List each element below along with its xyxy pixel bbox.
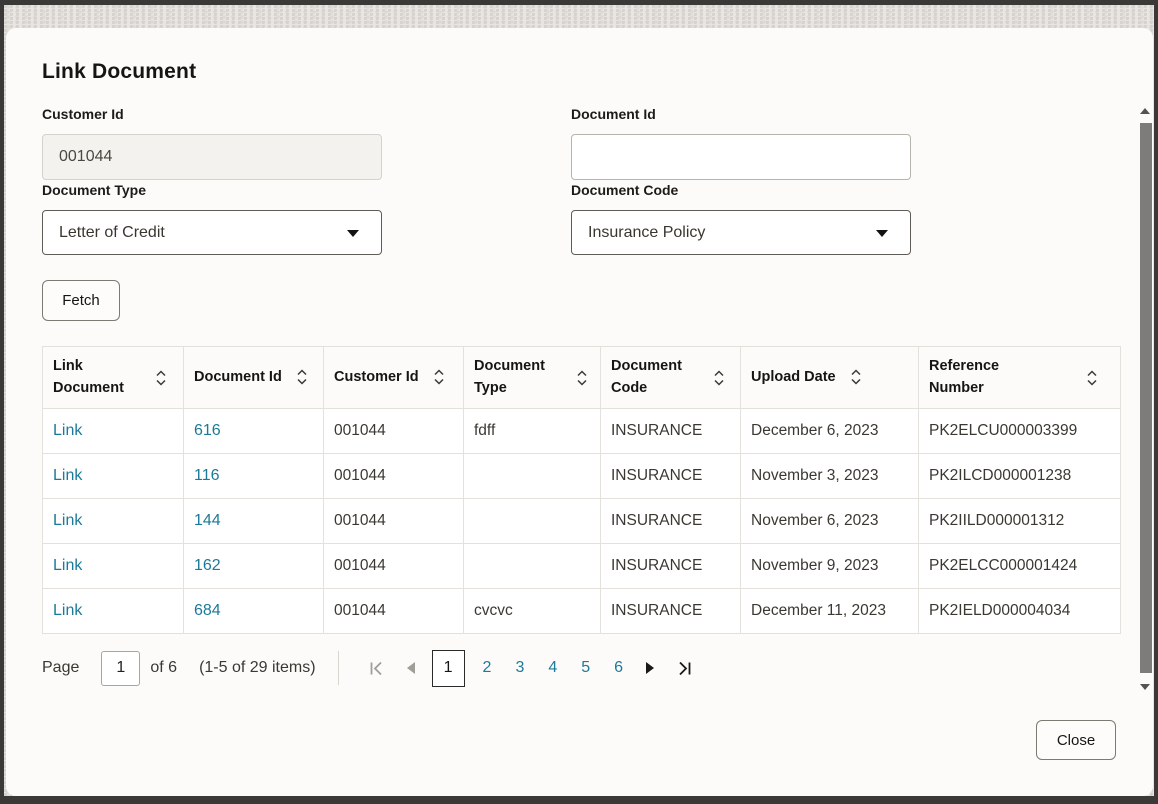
scrollbar-up-icon[interactable] (1140, 108, 1150, 114)
header-customer-id[interactable]: Customer Id (323, 346, 464, 409)
cell-document-code: INSURANCE (600, 543, 741, 589)
pagination-divider (337, 651, 339, 685)
cell-customer-id: 001044 (323, 453, 464, 499)
document-id-field: Document Id (571, 106, 911, 180)
cell-upload-date: December 6, 2023 (740, 408, 919, 454)
page-link-4[interactable]: 4 (548, 659, 558, 676)
customer-id-label: Customer Id (42, 106, 124, 122)
items-range-summary: (1-5 of 29 items) (199, 659, 316, 676)
document-id-link[interactable]: 144 (194, 512, 221, 529)
document-id-link[interactable]: 116 (194, 467, 220, 484)
link-document-link[interactable]: Link (53, 467, 83, 484)
chevron-down-icon (347, 230, 359, 237)
document-code-label: Document Code (571, 182, 679, 198)
document-type-field: Document Type Letter of Credit (42, 182, 382, 255)
table-row: Link 144 001044 INSURANCE November 6, 20… (42, 498, 1121, 544)
table-row: Link 684 001044 cvcvc INSURANCE December… (42, 588, 1121, 634)
link-document-link[interactable]: Link (53, 422, 83, 439)
cell-customer-id: 001044 (323, 588, 464, 634)
document-id-link[interactable]: 162 (194, 557, 221, 574)
cell-document-type (463, 498, 601, 544)
cell-reference-number: PK2ELCC000001424 (918, 543, 1121, 589)
document-type-label: Document Type (42, 182, 146, 198)
cell-reference-number: PK2IELD000004034 (918, 588, 1121, 634)
document-id-link[interactable]: 616 (194, 422, 221, 439)
document-type-selected-value: Letter of Credit (59, 223, 165, 241)
page-link-5[interactable]: 5 (581, 659, 591, 676)
header-upload-date[interactable]: Upload Date (740, 346, 919, 409)
last-page-icon[interactable] (676, 660, 693, 677)
sort-icon (1086, 369, 1098, 387)
cell-upload-date: November 9, 2023 (740, 543, 919, 589)
document-code-select[interactable]: Insurance Policy (571, 210, 911, 255)
document-code-field: Document Code Insurance Policy (571, 182, 911, 255)
header-document-type[interactable]: Document Type (463, 346, 601, 409)
header-document-id[interactable]: Document Id (183, 346, 324, 409)
cell-reference-number: PK2IILD000001312 (918, 498, 1121, 544)
document-id-input[interactable] (571, 134, 911, 180)
cell-document-type: cvcvc (463, 588, 601, 634)
link-document-link[interactable]: Link (53, 602, 83, 619)
pagination-bar: Page of 6 (1-5 of 29 items) 1 2 3 4 5 6 (42, 646, 704, 690)
header-reference-number[interactable]: Reference Number (918, 346, 1121, 409)
cell-customer-id: 001044 (323, 543, 464, 589)
cell-reference-number: PK2ILCD000001238 (918, 453, 1121, 499)
document-id-label: Document Id (571, 106, 656, 122)
sort-icon (155, 369, 167, 387)
link-document-link[interactable]: Link (53, 557, 83, 574)
table-row: Link 116 001044 INSURANCE November 3, 20… (42, 453, 1121, 499)
cell-document-code: INSURANCE (600, 498, 741, 544)
previous-page-icon[interactable] (406, 662, 415, 674)
sort-icon (576, 369, 588, 387)
header-document-code[interactable]: Document Code (600, 346, 741, 409)
customer-id-input[interactable] (42, 134, 382, 180)
cell-document-code: INSURANCE (600, 588, 741, 634)
table-header-row: Link Document Document Id Customer Id Do… (42, 346, 1121, 409)
customer-id-field: Customer Id (42, 106, 382, 180)
cell-upload-date: November 6, 2023 (740, 498, 919, 544)
table-row: Link 616 001044 fdff INSURANCE December … (42, 408, 1121, 454)
cell-customer-id: 001044 (323, 498, 464, 544)
header-link-document[interactable]: Link Document (42, 346, 184, 409)
page-title: Link Document (42, 60, 197, 83)
fetch-button[interactable]: Fetch (42, 280, 120, 321)
document-code-selected-value: Insurance Policy (588, 223, 706, 241)
scrollbar-thumb[interactable] (1140, 123, 1152, 673)
first-page-icon[interactable] (368, 660, 385, 677)
next-page-icon[interactable] (646, 662, 655, 674)
page-link-6[interactable]: 6 (614, 659, 624, 676)
sort-icon (433, 368, 445, 386)
dimmed-background: Link Document Customer Id Document Id Do… (4, 5, 1154, 796)
chevron-down-icon (876, 230, 888, 237)
document-id-link[interactable]: 684 (194, 602, 221, 619)
scrollbar-down-icon[interactable] (1140, 684, 1150, 690)
table-row: Link 162 001044 INSURANCE November 9, 20… (42, 543, 1121, 589)
documents-table: Link Document Document Id Customer Id Do… (42, 346, 1121, 634)
cell-document-code: INSURANCE (600, 453, 741, 499)
document-type-select[interactable]: Letter of Credit (42, 210, 382, 255)
sort-icon (296, 368, 308, 386)
page-link-3[interactable]: 3 (515, 659, 525, 676)
cell-document-type: fdff (463, 408, 601, 454)
page-of-total: of 6 (150, 659, 178, 676)
page-link-2[interactable]: 2 (482, 659, 492, 676)
cell-customer-id: 001044 (323, 408, 464, 454)
sort-icon (713, 369, 725, 387)
cell-upload-date: November 3, 2023 (740, 453, 919, 499)
cell-upload-date: December 11, 2023 (740, 588, 919, 634)
page-label: Page (42, 659, 80, 676)
close-button[interactable]: Close (1036, 720, 1116, 760)
cell-document-type (463, 543, 601, 589)
link-document-link[interactable]: Link (53, 512, 83, 529)
page-number-input[interactable] (101, 650, 141, 686)
cell-document-type (463, 453, 601, 499)
current-page-indicator[interactable]: 1 (431, 649, 465, 687)
sort-icon (850, 368, 862, 386)
cell-reference-number: PK2ELCU000003399 (918, 408, 1121, 454)
link-document-modal: Link Document Customer Id Document Id Do… (6, 28, 1153, 796)
cell-document-code: INSURANCE (600, 408, 741, 454)
